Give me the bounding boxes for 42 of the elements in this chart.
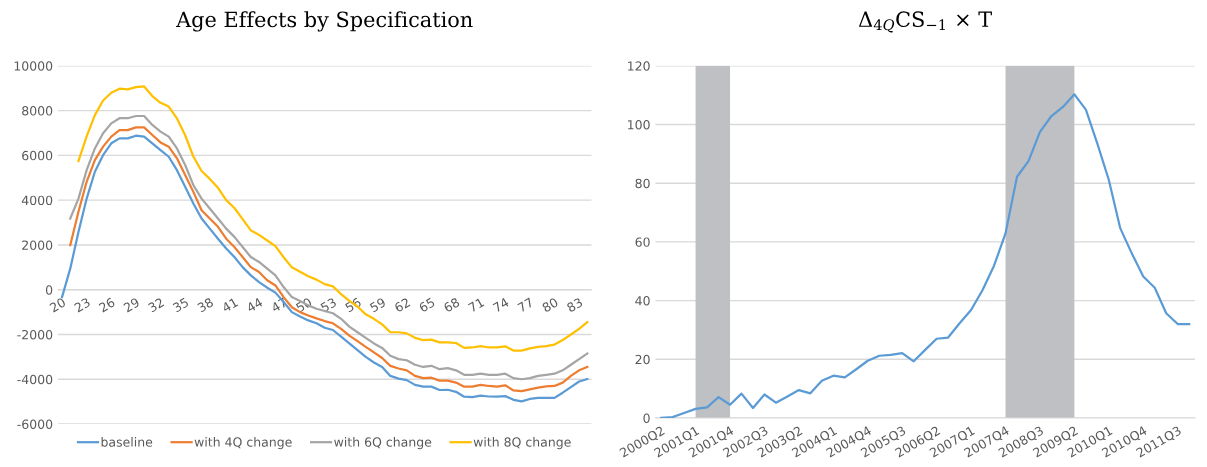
legend-label: with 6Q change (334, 437, 432, 450)
line-series (660, 93, 1191, 418)
x-tick-label: 35 (172, 297, 190, 313)
y-tick-label: 8000 (22, 106, 53, 116)
y-tick-label: 10000 (14, 61, 53, 71)
x-tick-label: 80 (541, 297, 559, 313)
y-tick-label: 120 (628, 61, 650, 71)
y-tick-label: 0 (643, 413, 650, 423)
x-tick-label: 65 (418, 297, 436, 313)
x-tick-label: 26 (98, 297, 116, 313)
x-tick-label: 62 (393, 297, 411, 313)
y-tick-label: 6000 (22, 150, 53, 161)
x-tick-label: 38 (196, 297, 214, 313)
x-tick-label: 74 (492, 297, 510, 313)
x-tick-label: 77 (517, 297, 534, 313)
x-tick-label: 44 (245, 297, 264, 313)
y-tick-label: 4000 (21, 195, 53, 206)
y-tick-label: 80 (635, 178, 650, 189)
x-tick-label: 32 (147, 297, 165, 313)
y-tick-label: -6000 (17, 419, 53, 429)
y-tick-label: 20 (635, 354, 650, 365)
x-tick-label: 53 (320, 297, 337, 313)
x-tick-label: 20 (49, 297, 67, 313)
y-tick-label: 0 (45, 285, 53, 295)
legend-label: baseline (101, 437, 153, 447)
y-tick-label: -4000 (17, 374, 53, 385)
y-tick-label: 2000 (22, 240, 53, 250)
chart-title: Age Effects by Specification (176, 11, 473, 32)
x-tick-label: 68 (443, 297, 461, 313)
x-tick-label: 59 (369, 297, 387, 313)
chart-title: Δ$_{4Q}$CS$_{−1}$ × T (858, 11, 992, 33)
y-tick-label: 40 (635, 296, 650, 306)
x-tick-label: 83 (566, 297, 584, 313)
x-tick-label: 29 (123, 297, 140, 313)
x-tick-label: 23 (73, 297, 91, 313)
y-tick-label: 100 (628, 120, 650, 130)
y-tick-label: 60 (635, 237, 650, 247)
y-tick-label: -2000 (17, 329, 53, 340)
x-tick-label: 71 (467, 297, 485, 313)
legend-label: with 4Q change (194, 437, 292, 450)
legend-label: with 8Q change (473, 437, 571, 450)
x-tick-label: 41 (221, 297, 239, 313)
